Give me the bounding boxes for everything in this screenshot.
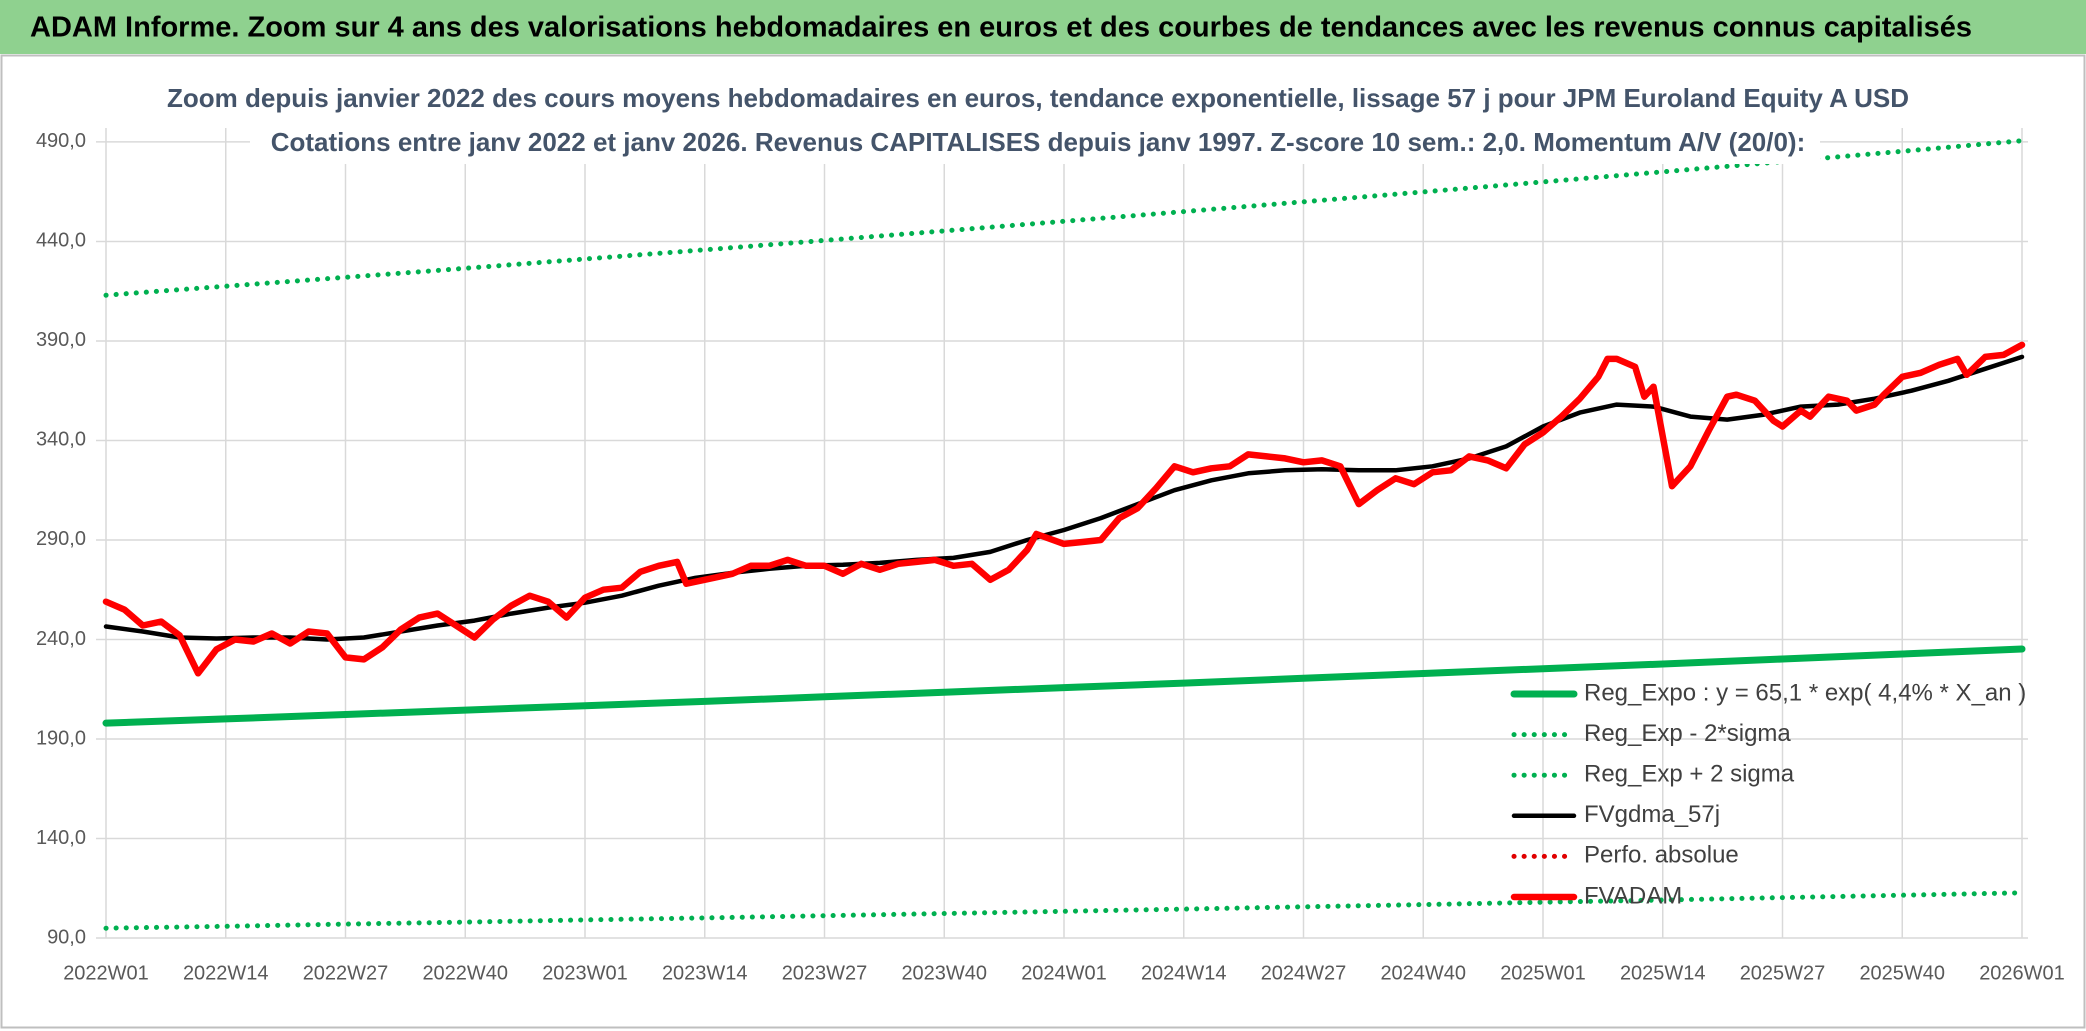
y-tick-label: 490,0 [36,130,86,152]
legend-label: Reg_Exp + 2 sigma [1584,761,1795,788]
x-tick-label: 2023W01 [542,962,628,984]
y-tick-label: 390,0 [36,329,86,351]
series-line [103,890,2025,931]
x-tick-label: 2024W40 [1380,962,1466,984]
legend-label: Reg_Exp - 2*sigma [1584,720,1791,747]
chart-title: Zoom depuis janvier 2022 des cours moyen… [167,83,1909,113]
y-tick-label: 340,0 [36,429,86,451]
legend-label: Reg_Expo : y = 65,1 * exp( 4,4% * X_an ) [1584,679,2026,706]
x-tick-label: 2025W40 [1859,962,1945,984]
series-line [102,341,2026,677]
y-tick-label: 240,0 [36,628,86,650]
x-tick-label: 2024W27 [1261,962,1347,984]
series-line [103,138,2025,298]
x-tick-label: 2022W01 [63,962,149,984]
legend-label: FVADAM [1584,882,1682,909]
y-tick-label: 290,0 [36,528,86,550]
subtitle-box [250,124,1820,164]
legend-label: Perfo. absolue [1584,842,1739,869]
legend: Reg_Expo : y = 65,1 * exp( 4,4% * X_an )… [1510,679,2026,909]
x-tick-label: 2025W14 [1620,962,1706,984]
x-tick-label: 2023W14 [662,962,748,984]
x-tick-label: 2026W01 [1979,962,2065,984]
chart-frame [0,54,2086,1029]
x-tick-label: 2022W40 [422,962,508,984]
x-tick-label: 2022W14 [183,962,269,984]
x-tick-label: 2023W27 [782,962,868,984]
header-banner [0,0,2086,54]
legend-label: FVgdma_57j [1584,801,1720,828]
y-tick-label: 440,0 [36,230,86,252]
x-tick-label: 2024W14 [1141,962,1227,984]
y-tick-label: 140,0 [36,827,86,849]
chart-subtitle: Cotations entre janv 2022 et janv 2026. … [271,127,1806,157]
x-tick-label: 2023W40 [901,962,987,984]
plot-area: 90,0 140,0 190,0 240,0 290,0 340,0 390,0 440,0 4… [36,128,2065,984]
y-tick-label: 190,0 [36,727,86,749]
header-title: ADAM Informe. Zoom sur 4 ans des valoris… [30,12,1972,44]
series-line [102,645,2026,727]
x-tick-label: 2024W01 [1021,962,1107,984]
series-line [103,354,2025,642]
x-tick-label: 2022W27 [303,962,389,984]
x-tick-label: 2025W27 [1740,962,1826,984]
x-tick-label: 2025W01 [1500,962,1586,984]
y-tick-label: 90,0 [47,926,86,948]
